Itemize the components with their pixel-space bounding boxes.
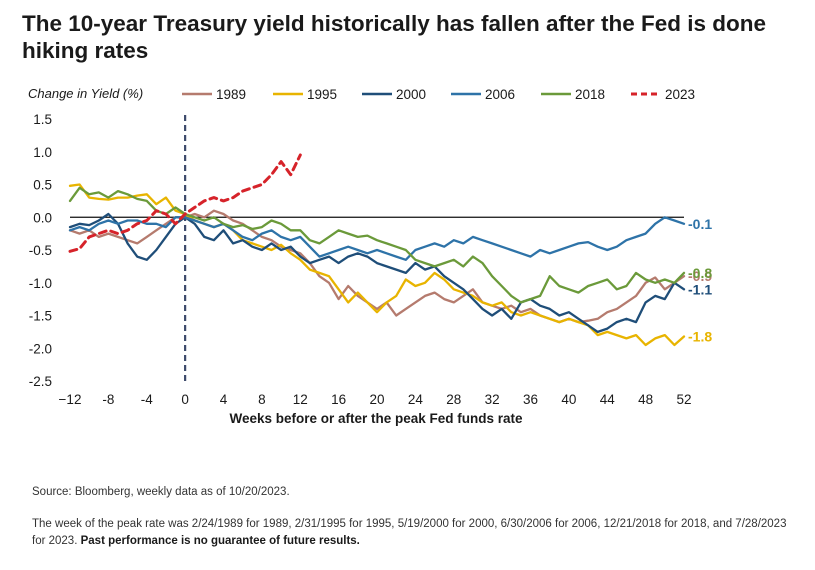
- x-tick-label: -8: [102, 392, 114, 407]
- series-line-1995: [68, 183, 686, 347]
- end-label-2000: -1.1: [688, 281, 712, 297]
- disclaimer: Past performance is no guarantee of futu…: [80, 535, 360, 547]
- legend-label-1989: 1989: [216, 87, 246, 102]
- source-note: Source: Bloomberg, weekly data as of 10/…: [32, 486, 290, 498]
- x-tick-label: 52: [676, 392, 691, 407]
- legend-label-2018: 2018: [575, 87, 605, 102]
- legend-label-2000: 2000: [396, 87, 426, 102]
- end-labels: -0.9 -1.8 -1.1 -0.1 -0.8: [688, 216, 712, 345]
- legend: 1989 1995 2000 2006 2018 2023: [182, 87, 695, 102]
- end-label-1995: -1.8: [688, 328, 712, 344]
- y-axis-label: Change in Yield (%): [28, 86, 143, 101]
- x-tick-label: 36: [523, 392, 538, 407]
- x-tick-label: 8: [258, 392, 266, 407]
- footnote: The week of the peak rate was 2/24/1989 …: [32, 516, 792, 550]
- x-tick-label: 20: [369, 392, 384, 407]
- x-tick-label: 4: [220, 392, 228, 407]
- y-tick-label: 0.5: [33, 178, 52, 193]
- y-tick-label: -2.5: [29, 374, 52, 389]
- x-tick-label: −12: [59, 392, 82, 407]
- x-tick-label: 24: [408, 392, 424, 407]
- y-tick-label: 1.0: [33, 145, 52, 160]
- end-label-2018: -0.8: [688, 265, 712, 281]
- series-line-2006: [68, 216, 686, 261]
- series-line-2023: [68, 153, 302, 253]
- reference-lines: [70, 115, 684, 381]
- y-tick-label: -1.0: [29, 276, 52, 291]
- x-tick-label: 40: [561, 392, 576, 407]
- series-lines: [68, 153, 686, 347]
- y-tick-label: -2.0: [29, 341, 52, 356]
- y-tick-label: -0.5: [29, 243, 52, 258]
- series-line-1989: [68, 209, 686, 324]
- x-tick-label: -4: [141, 392, 153, 407]
- line-chart: Change in Yield (%) 1989 1995 2000 2006 2018…: [28, 86, 712, 426]
- y-tick-label: 0.0: [33, 210, 52, 225]
- x-tick-label: 12: [293, 392, 308, 407]
- x-tick-label: 28: [446, 392, 461, 407]
- legend-label-1995: 1995: [307, 87, 337, 102]
- legend-label-2006: 2006: [485, 87, 515, 102]
- y-tick-label: 1.5: [33, 112, 52, 127]
- chart-title: The 10-year Treasury yield historically …: [22, 11, 767, 63]
- end-label-2006: -0.1: [688, 216, 712, 232]
- x-tick-label: 48: [638, 392, 653, 407]
- x-tick-label: 16: [331, 392, 346, 407]
- x-axis: −12 -8 -4 0 4 8 12 16 20 24 28 32 36 40 44 48 52: [59, 392, 692, 407]
- x-tick-label: 32: [485, 392, 500, 407]
- y-tick-label: -1.5: [29, 309, 52, 324]
- peak-week-note: The week of the peak rate was 2/24/1989 …: [32, 518, 787, 547]
- x-tick-label: 0: [181, 392, 189, 407]
- y-axis: 1.5 1.0 0.5 0.0 -0.5 -1.0 -1.5 -2.0 -2.5: [29, 112, 52, 389]
- x-tick-label: 44: [600, 392, 616, 407]
- end-label-1989: -0.9: [688, 268, 712, 284]
- series-line-2000: [68, 212, 686, 334]
- x-axis-label: Weeks before or after the peak Fed funds…: [229, 411, 523, 426]
- legend-label-2023: 2023: [665, 87, 695, 102]
- series-line-2018: [68, 186, 686, 304]
